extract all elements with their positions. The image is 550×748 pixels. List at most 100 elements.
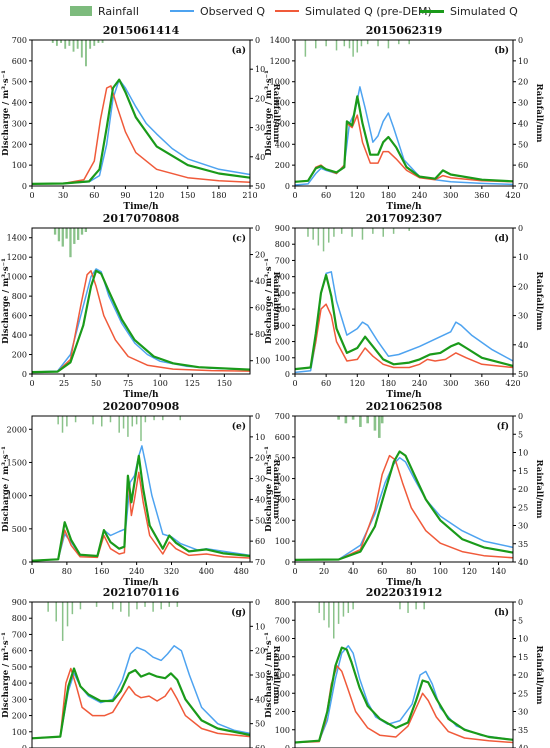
y-tick-label: 0 bbox=[285, 182, 290, 191]
y-tick-label: 200 bbox=[275, 708, 290, 717]
x-axis-label: Time/h bbox=[123, 578, 159, 588]
y2-tick-label: 35 bbox=[518, 540, 528, 549]
x-tick-label: 150 bbox=[180, 191, 195, 200]
y2-tick-label: 0 bbox=[518, 224, 523, 233]
rainfall-bar bbox=[318, 602, 320, 613]
y2-tick-label: 5 bbox=[518, 430, 523, 439]
y2-tick-label: 20 bbox=[255, 647, 265, 656]
x-tick-label: 75 bbox=[123, 379, 133, 388]
rainfall-bar bbox=[60, 40, 63, 43]
x-axis-label: Time/h bbox=[386, 390, 422, 400]
y-tick-label: 0 bbox=[285, 370, 290, 379]
y-tick-label: 700 bbox=[275, 412, 290, 421]
x-tick-label: 400 bbox=[199, 567, 214, 576]
panel-label: (a) bbox=[232, 45, 246, 56]
rainfall-bar bbox=[118, 416, 120, 433]
y-axis-label: Discharge / m³·s⁻¹ bbox=[1, 70, 11, 156]
y-tick-label: 800 bbox=[12, 614, 27, 623]
chart-title: 2017070808 bbox=[103, 212, 180, 225]
x-tick-label: 210 bbox=[242, 191, 257, 200]
x-tick-label: 240 bbox=[129, 567, 144, 576]
y-tick-label: 0 bbox=[285, 744, 290, 748]
y-tick-label: 800 bbox=[275, 99, 290, 108]
y2-tick-label: 20 bbox=[518, 485, 528, 494]
series-line-observed bbox=[31, 78, 251, 185]
series-line-simulated bbox=[294, 273, 514, 371]
x-axis-label: Time/h bbox=[386, 578, 422, 588]
rainfall-bar bbox=[408, 40, 410, 45]
rainfall-bar bbox=[323, 602, 325, 621]
series-line-simulated bbox=[294, 95, 514, 183]
y-axis-label: Discharge / m³·s⁻¹ bbox=[264, 446, 274, 532]
x-tick-label: 120 bbox=[350, 379, 365, 388]
rainfall-bar bbox=[377, 40, 379, 47]
x-tick-label: 90 bbox=[120, 191, 130, 200]
y2-tick-label: 25 bbox=[518, 689, 528, 698]
panel-label: (g) bbox=[231, 607, 246, 618]
chart-panel-g: 2021070116040801201602002400100200300400… bbox=[1, 586, 281, 748]
y2-axis-label: Rainfall/mm bbox=[271, 272, 281, 331]
rainfall-bar bbox=[77, 228, 80, 240]
rainfall-bar bbox=[176, 602, 179, 607]
rainfall-bar bbox=[366, 416, 369, 424]
rainfall-bar bbox=[328, 602, 330, 628]
rainfall-bar bbox=[80, 40, 83, 58]
rainfall-bar bbox=[179, 416, 181, 421]
y2-tick-label: 30 bbox=[255, 671, 265, 680]
y2-tick-label: 10 bbox=[255, 65, 265, 74]
y2-tick-label: 20 bbox=[255, 94, 265, 103]
y2-tick-label: 25 bbox=[518, 503, 528, 512]
rainfall-bar bbox=[122, 416, 125, 429]
y-tick-label: 900 bbox=[275, 224, 290, 233]
rainfall-bar bbox=[68, 40, 71, 46]
pre-dem-swatch bbox=[275, 10, 299, 12]
y2-tick-label: 50 bbox=[518, 370, 528, 379]
y2-tick-label: 60 bbox=[255, 744, 265, 748]
rainfall-bar bbox=[333, 602, 335, 639]
series-line-observed bbox=[294, 456, 514, 561]
y-tick-label: 0 bbox=[22, 370, 27, 379]
rainfall-bar bbox=[71, 602, 74, 615]
y2-tick-label: 10 bbox=[518, 635, 528, 644]
x-axis-label: Time/h bbox=[123, 202, 159, 212]
rainfall-bar bbox=[380, 416, 384, 424]
rainfall-bar bbox=[144, 602, 146, 607]
rainfall-bar bbox=[127, 416, 129, 437]
rainfall-bar bbox=[312, 228, 314, 240]
y-axis-label: Discharge / m³·s⁻¹ bbox=[264, 632, 274, 718]
rainfall-bar bbox=[162, 416, 164, 421]
rainfall-bar bbox=[398, 40, 400, 45]
rainfall-bar bbox=[322, 228, 325, 252]
y-tick-label: 200 bbox=[12, 351, 27, 360]
y-tick-label: 200 bbox=[275, 161, 290, 170]
rainfall-bar bbox=[337, 602, 340, 624]
rainfall-bar bbox=[307, 228, 309, 237]
rainfall-bar bbox=[109, 416, 112, 423]
rainfall-bar bbox=[315, 40, 317, 49]
x-tick-label: 60 bbox=[321, 379, 331, 388]
rainfall-bar bbox=[47, 602, 49, 612]
x-tick-label: 60 bbox=[89, 191, 99, 200]
y-tick-label: 500 bbox=[12, 78, 27, 87]
x-tick-label: 80 bbox=[62, 567, 72, 576]
y2-tick-label: 5 bbox=[518, 616, 523, 625]
y-tick-label: 600 bbox=[275, 273, 290, 282]
rainfall-bar bbox=[317, 228, 320, 246]
x-tick-label: 240 bbox=[412, 379, 427, 388]
rainfall-bar bbox=[57, 228, 61, 242]
y2-tick-label: 20 bbox=[255, 454, 265, 463]
x-tick-label: 160 bbox=[94, 567, 109, 576]
panel-label: (b) bbox=[494, 45, 509, 56]
y-tick-label: 700 bbox=[12, 36, 27, 45]
series-line-observed bbox=[294, 645, 514, 744]
x-axis-label: Time/h bbox=[123, 390, 159, 400]
x-tick-label: 180 bbox=[211, 191, 226, 200]
y-tick-label: 100 bbox=[275, 726, 290, 735]
y-tick-label: 0 bbox=[22, 744, 27, 748]
x-tick-label: 360 bbox=[474, 191, 489, 200]
panel-label: (f) bbox=[497, 421, 509, 432]
y2-tick-label: 50 bbox=[255, 720, 265, 729]
